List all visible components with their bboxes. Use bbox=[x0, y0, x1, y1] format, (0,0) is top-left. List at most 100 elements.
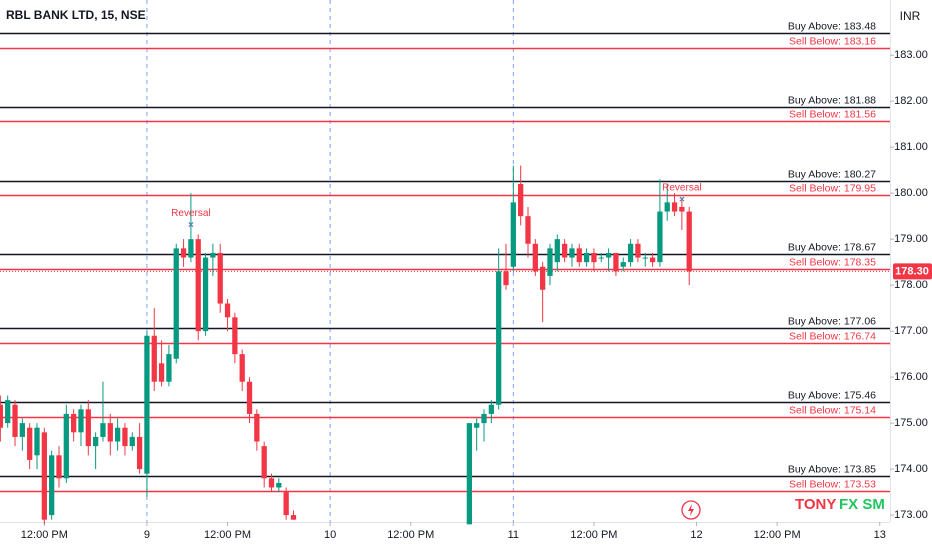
candle-body bbox=[71, 413, 77, 433]
candle-body bbox=[173, 248, 179, 359]
candle-body bbox=[122, 427, 128, 447]
plot: 173.00 174.00 175.00 176.00 177.00 178.00 179.… bbox=[0, 0, 928, 541]
buy-level-label: Buy Above: 178.67 bbox=[788, 241, 876, 253]
candle-body bbox=[246, 381, 253, 414]
candle-body bbox=[195, 239, 201, 332]
sell-level-label: Sell Below: 176.74 bbox=[789, 330, 876, 342]
candle-body bbox=[583, 252, 590, 263]
buy-level-label: Buy Above: 183.48 bbox=[788, 20, 876, 32]
candle-body bbox=[686, 211, 692, 272]
buy-level-label: Buy Above: 177.06 bbox=[788, 315, 876, 327]
chart-title: RBL BANK LTD, 15, NSE bbox=[6, 8, 146, 22]
sell-level-label: Sell Below: 179.95 bbox=[789, 182, 876, 194]
x-tick-label: 12:00 PM bbox=[754, 529, 801, 541]
candle-body bbox=[283, 492, 289, 516]
candle-body bbox=[598, 257, 604, 259]
candle-body bbox=[239, 354, 245, 382]
candle-body bbox=[188, 239, 194, 258]
candle-body bbox=[151, 335, 157, 382]
candle-body bbox=[107, 423, 113, 442]
annotation-text: Reversal bbox=[171, 208, 210, 219]
candle-body bbox=[210, 252, 216, 258]
candle-body bbox=[569, 248, 575, 258]
candle-body bbox=[34, 427, 40, 456]
candle-body bbox=[679, 206, 685, 212]
candle-body bbox=[261, 446, 267, 479]
candle-body bbox=[114, 427, 121, 442]
candle-body bbox=[158, 363, 165, 382]
candle-body bbox=[503, 271, 509, 286]
candle-body bbox=[5, 400, 11, 424]
candle-body bbox=[474, 423, 480, 428]
candle-body bbox=[605, 252, 612, 258]
sell-level-label: Sell Below: 175.14 bbox=[789, 404, 876, 416]
candle-body bbox=[642, 257, 648, 259]
candle-body bbox=[657, 211, 663, 263]
candle-body bbox=[561, 243, 568, 258]
x-tick-label: 12:00 PM bbox=[570, 529, 617, 541]
candle-body bbox=[510, 202, 516, 267]
candle-body bbox=[613, 252, 619, 272]
candle-body bbox=[649, 257, 656, 263]
x-tick-label: 9 bbox=[144, 529, 150, 541]
buy-level-label: Buy Above: 180.27 bbox=[788, 168, 876, 180]
last-price-tag bbox=[893, 263, 932, 280]
y-tick-label: 183.00 bbox=[894, 49, 928, 61]
candle-body bbox=[19, 423, 25, 437]
buy-level-label: Buy Above: 181.88 bbox=[788, 94, 876, 106]
y-tick-label: 175.00 bbox=[894, 417, 928, 429]
sell-level-label: Sell Below: 183.16 bbox=[789, 35, 876, 47]
candle-body bbox=[591, 252, 597, 263]
logo-bolt bbox=[688, 504, 694, 516]
logo-icon bbox=[681, 500, 701, 520]
x-tick-label: 12:00 PM bbox=[387, 529, 434, 541]
buy-level-label: Buy Above: 173.85 bbox=[788, 463, 876, 475]
candle-body bbox=[496, 271, 502, 405]
annotation-marker: × bbox=[188, 220, 194, 231]
candle-body bbox=[224, 303, 231, 318]
x-tick-label: 12 bbox=[690, 529, 702, 541]
candle-body bbox=[481, 413, 487, 424]
y-tick-label: 173.00 bbox=[894, 509, 928, 521]
candle-body bbox=[671, 202, 678, 212]
candle-body bbox=[518, 183, 524, 217]
candle-body bbox=[540, 266, 546, 290]
y-tick-label: 177.00 bbox=[894, 325, 928, 337]
candle-body bbox=[56, 455, 62, 479]
candle-body bbox=[180, 248, 187, 258]
candle-body bbox=[635, 243, 641, 258]
y-tick-label: 178.00 bbox=[894, 279, 928, 291]
candle-body bbox=[276, 482, 282, 488]
candle-body bbox=[144, 335, 150, 474]
currency: INR bbox=[900, 9, 921, 23]
candle-body bbox=[27, 427, 33, 460]
candle-body bbox=[129, 436, 135, 447]
candle-body bbox=[92, 436, 99, 447]
candle-body bbox=[525, 216, 531, 244]
candle-body bbox=[488, 404, 494, 414]
y-tick-label: 182.00 bbox=[894, 95, 928, 107]
candle-body bbox=[576, 248, 582, 263]
annotation-text: Reversal bbox=[662, 183, 701, 194]
candle-body bbox=[166, 354, 172, 382]
candle-body bbox=[547, 248, 553, 276]
y-tick-label: 180.00 bbox=[894, 187, 928, 199]
candle-body bbox=[85, 409, 91, 447]
candle-body bbox=[41, 432, 47, 520]
x-tick-label: 12:00 PM bbox=[204, 529, 251, 541]
candle-body bbox=[49, 455, 55, 516]
x-tick-label: 11 bbox=[508, 529, 519, 541]
candle-body bbox=[12, 404, 18, 437]
candle-body bbox=[217, 252, 223, 304]
sell-level-label: Sell Below: 173.53 bbox=[789, 478, 876, 490]
y-tick-label: 174.00 bbox=[894, 463, 928, 475]
candle-body bbox=[0, 404, 4, 428]
watermark-brand: FX SM bbox=[839, 496, 885, 513]
candle-body bbox=[136, 436, 143, 470]
sell-level-label: Sell Below: 181.56 bbox=[789, 108, 876, 120]
watermark-name: TONY bbox=[795, 496, 836, 513]
candle-body bbox=[627, 243, 634, 263]
candle-body bbox=[664, 202, 670, 212]
